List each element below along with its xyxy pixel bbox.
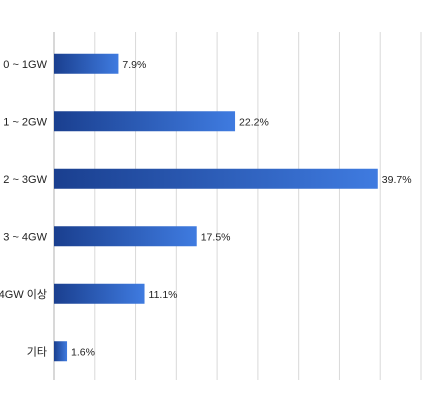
bars (54, 53, 378, 362)
category-label: 1 ~ 2GW (3, 116, 47, 128)
category-label: 3 ~ 4GW (3, 231, 47, 243)
data-label: 1.6% (71, 346, 95, 358)
data-label: 17.5% (201, 231, 231, 243)
category-label: 4GW 이상 (0, 288, 47, 301)
bar (54, 226, 197, 247)
bar (54, 111, 236, 132)
data-label: 11.1% (149, 289, 178, 301)
data-label: 22.2% (239, 116, 269, 128)
bar (54, 283, 145, 304)
bar (54, 53, 119, 74)
bar (54, 341, 68, 362)
category-label: 2 ~ 3GW (3, 174, 47, 186)
gridlines (53, 32, 422, 380)
data-label: 39.7% (382, 174, 412, 186)
category-label: 0 ~ 1GW (3, 59, 47, 71)
bar (54, 168, 378, 189)
labels: 0 ~ 1GW 7.9% 1 ~ 2GW 22.2% 2 ~ 3GW 39.7% 3 ~ 4… (0, 59, 412, 359)
category-label: 기타 (27, 345, 47, 358)
data-label: 7.9% (122, 59, 146, 71)
